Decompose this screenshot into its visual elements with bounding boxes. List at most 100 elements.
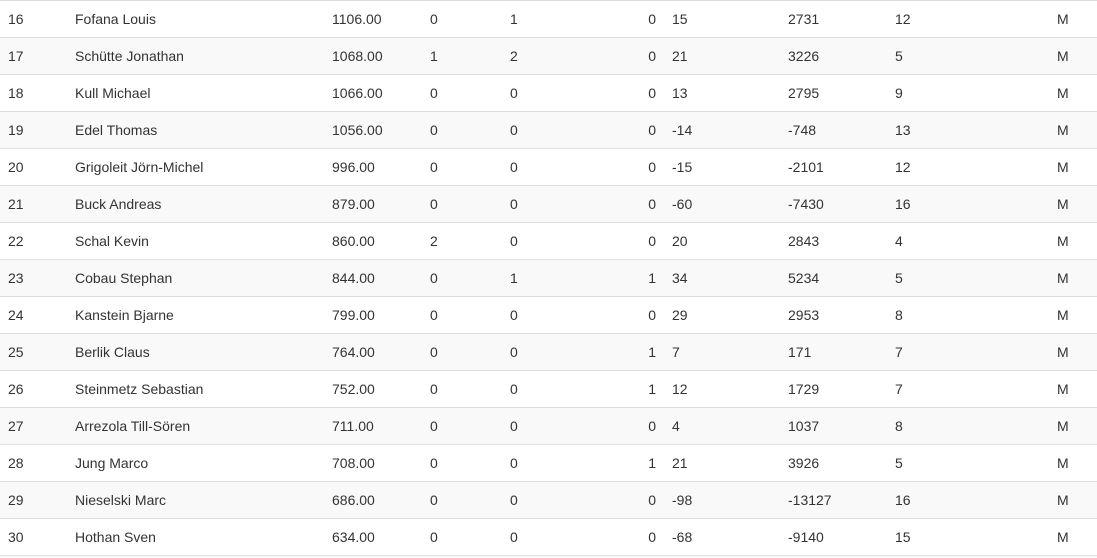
table-cell-col-5: 0 xyxy=(502,444,584,482)
table-cell-col-5: 0 xyxy=(502,370,584,408)
table-cell-rank: 27 xyxy=(0,407,67,445)
table-cell-col-5: 0 xyxy=(502,333,584,371)
table-cell-col-7: 12 xyxy=(664,370,780,408)
table-cell-gender: M xyxy=(1049,37,1097,75)
table-cell-col-5: 1 xyxy=(502,0,584,38)
table-cell-col-6: 0 xyxy=(584,148,664,186)
table-cell-col-9: 5 xyxy=(887,259,1049,297)
table-row: 27 Arrezola Till-Sören 711.00 0 0 0 4 1037 8 M xyxy=(0,407,1097,445)
table-cell-col-5: 2 xyxy=(502,37,584,75)
table-cell-rank: 22 xyxy=(0,222,67,260)
table-cell-rank: 30 xyxy=(0,518,67,555)
table-cell-col-9: 15 xyxy=(887,518,1049,555)
table-row: 21 Buck Andreas 879.00 0 0 0 -60 -7430 16 M xyxy=(0,185,1097,223)
table-cell-col-8: 2795 xyxy=(780,74,887,112)
table-cell-col-6: 1 xyxy=(584,444,664,482)
partial-next-row xyxy=(0,555,1097,558)
table-row: 19 Edel Thomas 1056.00 0 0 0 -14 -748 13 M xyxy=(0,111,1097,149)
table-cell-rank: 20 xyxy=(0,148,67,186)
table-cell-gender: M xyxy=(1049,444,1097,482)
table-cell-score: 764.00 xyxy=(324,333,422,371)
table-cell-col-4: 0 xyxy=(422,259,502,297)
table-cell-gender: M xyxy=(1049,333,1097,371)
table-cell-gender: M xyxy=(1049,111,1097,149)
table-cell-col-7: 13 xyxy=(664,74,780,112)
table-cell-col-6: 0 xyxy=(584,111,664,149)
table-cell-col-5: 0 xyxy=(502,518,584,555)
table-cell-col-4: 0 xyxy=(422,370,502,408)
table-cell-col-7: 20 xyxy=(664,222,780,260)
table-cell-col-4: 2 xyxy=(422,222,502,260)
table-cell-gender: M xyxy=(1049,407,1097,445)
table-cell-col-9: 5 xyxy=(887,37,1049,75)
table-cell-score: 1066.00 xyxy=(324,74,422,112)
table-cell-col-8: -7430 xyxy=(780,185,887,223)
table-cell-score: 1106.00 xyxy=(324,0,422,38)
table-cell-col-8: 2953 xyxy=(780,296,887,334)
table-cell-rank: 29 xyxy=(0,481,67,519)
table-cell-col-7: 29 xyxy=(664,296,780,334)
table-cell-col-6: 0 xyxy=(584,37,664,75)
table-cell-score: 752.00 xyxy=(324,370,422,408)
table-cell-col-4: 0 xyxy=(422,481,502,519)
table-cell-col-9: 16 xyxy=(887,481,1049,519)
table-cell-score: 686.00 xyxy=(324,481,422,519)
table-cell-player-name: Buck Andreas xyxy=(67,185,324,223)
table-cell-col-5: 0 xyxy=(502,481,584,519)
table-cell-col-6: 0 xyxy=(584,407,664,445)
table-cell-col-6: 1 xyxy=(584,333,664,371)
table-cell-col-7: 21 xyxy=(664,444,780,482)
table-cell-rank: 28 xyxy=(0,444,67,482)
table-cell-col-5: 0 xyxy=(502,74,584,112)
table-cell-col-8: 171 xyxy=(780,333,887,371)
table-cell-col-9: 13 xyxy=(887,111,1049,149)
table-cell-col-9: 8 xyxy=(887,296,1049,334)
table-cell-col-6: 0 xyxy=(584,296,664,334)
table-cell-col-7: 7 xyxy=(664,333,780,371)
table-cell-col-6: 1 xyxy=(584,259,664,297)
table-cell-rank: 26 xyxy=(0,370,67,408)
table-cell-col-7: 4 xyxy=(664,407,780,445)
table-cell-col-7: -98 xyxy=(664,481,780,519)
table-cell-col-8: 2731 xyxy=(780,0,887,38)
table-cell-player-name: Grigoleit Jörn-Michel xyxy=(67,148,324,186)
table-cell-rank: 19 xyxy=(0,111,67,149)
table-cell-col-7: -15 xyxy=(664,148,780,186)
table-cell-player-name: Nieselski Marc xyxy=(67,481,324,519)
table-cell-player-name: Hothan Sven xyxy=(67,518,324,555)
table-cell-col-5: 0 xyxy=(502,148,584,186)
table-row: 24 Kanstein Bjarne 799.00 0 0 0 29 2953 8 M xyxy=(0,296,1097,334)
table-row: 25 Berlik Claus 764.00 0 0 1 7 171 7 M xyxy=(0,333,1097,371)
table-cell-gender: M xyxy=(1049,481,1097,519)
table-cell-col-5: 1 xyxy=(502,259,584,297)
table-cell-col-7: 15 xyxy=(664,0,780,38)
table-cell-col-6: 0 xyxy=(584,185,664,223)
table-cell-rank: 23 xyxy=(0,259,67,297)
table-cell-col-7: 34 xyxy=(664,259,780,297)
table-cell-gender: M xyxy=(1049,259,1097,297)
table-cell-col-4: 0 xyxy=(422,296,502,334)
table-cell-col-4: 0 xyxy=(422,74,502,112)
table-cell-col-4: 0 xyxy=(422,407,502,445)
table-cell-rank: 17 xyxy=(0,37,67,75)
table-cell-rank: 24 xyxy=(0,296,67,334)
table-cell-player-name: Arrezola Till-Sören xyxy=(67,407,324,445)
table-cell-gender: M xyxy=(1049,185,1097,223)
table-cell-col-4: 0 xyxy=(422,111,502,149)
table-cell-player-name: Edel Thomas xyxy=(67,111,324,149)
table-cell-col-9: 16 xyxy=(887,185,1049,223)
table-cell-player-name: Kull Michael xyxy=(67,74,324,112)
table-cell-col-9: 8 xyxy=(887,407,1049,445)
table-cell-gender: M xyxy=(1049,148,1097,186)
table-row: 17 Schütte Jonathan 1068.00 1 2 0 21 3226 5 M xyxy=(0,37,1097,75)
table-cell-col-7: -14 xyxy=(664,111,780,149)
table-row: 20 Grigoleit Jörn-Michel 996.00 0 0 0 -15 -2101… xyxy=(0,148,1097,186)
table-cell-col-4: 0 xyxy=(422,0,502,38)
table-row: 23 Cobau Stephan 844.00 0 1 1 34 5234 5 M xyxy=(0,259,1097,297)
table-row: 26 Steinmetz Sebastian 752.00 0 0 1 12 1729 7 M xyxy=(0,370,1097,408)
table-cell-col-8: 3926 xyxy=(780,444,887,482)
table-cell-col-9: 12 xyxy=(887,148,1049,186)
table-cell-col-8: 5234 xyxy=(780,259,887,297)
table-cell-col-8: -9140 xyxy=(780,518,887,555)
